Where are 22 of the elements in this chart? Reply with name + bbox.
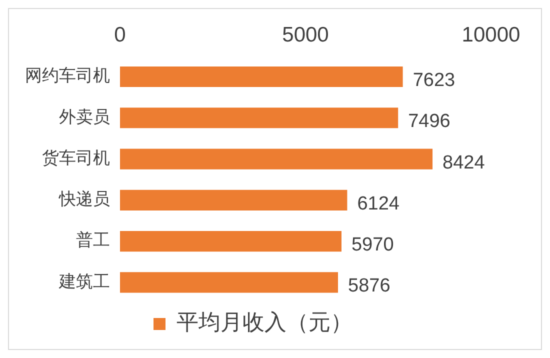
bar [120, 66, 403, 88]
bar [120, 231, 342, 252]
x-tick-label: 0 [114, 23, 126, 46]
bar [120, 190, 348, 210]
data-label: 5970 [351, 234, 394, 256]
data-label: 6124 [357, 193, 400, 214]
data-label: 5876 [348, 276, 390, 297]
y-tick-label: 货车司机 [42, 148, 110, 168]
y-tick-label: 外卖员 [59, 107, 110, 128]
x-tick-label: 10000 [462, 23, 520, 46]
y-tick-label: 建筑工 [58, 272, 110, 292]
data-label: 7496 [408, 111, 450, 132]
legend-label: 平均月收入（元） [176, 310, 352, 336]
data-label: 7623 [412, 70, 456, 91]
data-label: 8424 [442, 152, 486, 174]
x-tick-label: 5000 [282, 23, 329, 46]
bar [120, 148, 433, 170]
bar [120, 272, 338, 293]
y-tick-label: 网约车司机 [25, 66, 110, 86]
y-tick-label: 快递员 [58, 190, 110, 210]
y-tick-label: 普工 [76, 230, 110, 251]
bar [120, 108, 398, 128]
